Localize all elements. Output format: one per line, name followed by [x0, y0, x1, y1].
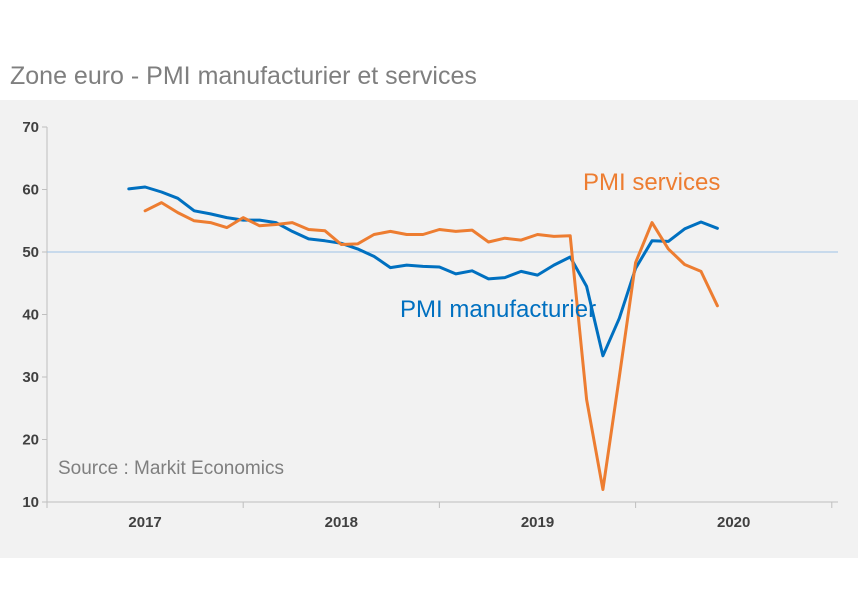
label-pmi-services: PMI services [583, 169, 720, 196]
y-tick-label: 30 [22, 369, 39, 386]
label-pmi-manufacturier: PMI manufacturier [400, 296, 596, 323]
source-note: Source : Markit Economics [58, 458, 284, 479]
y-tick-label: 60 [22, 182, 39, 199]
y-tick-label: 70 [22, 119, 39, 136]
x-tick-label-2018: 2018 [325, 514, 358, 531]
plot-panel [0, 100, 858, 558]
x-tick-label-2017: 2017 [128, 514, 161, 531]
y-tick-label: 40 [22, 307, 39, 324]
y-tick-label: 20 [22, 432, 39, 449]
series-pmi-services [143, 201, 719, 491]
series-lines [127, 185, 719, 491]
x-tick-label-2019: 2019 [521, 514, 554, 531]
series-labels: PMI services PMI manufacturier [400, 169, 720, 323]
y-tick-label: 10 [22, 494, 39, 511]
x-tick-label-2020: 2020 [717, 514, 750, 531]
series-pmi-manufacturier [127, 185, 719, 358]
chart-title: Zone euro - PMI manufacturier et service… [10, 62, 477, 90]
y-tick-label: 50 [22, 244, 39, 261]
axes: 10 20 30 40 50 60 70 2017 2018 2019 2020 [22, 119, 838, 531]
